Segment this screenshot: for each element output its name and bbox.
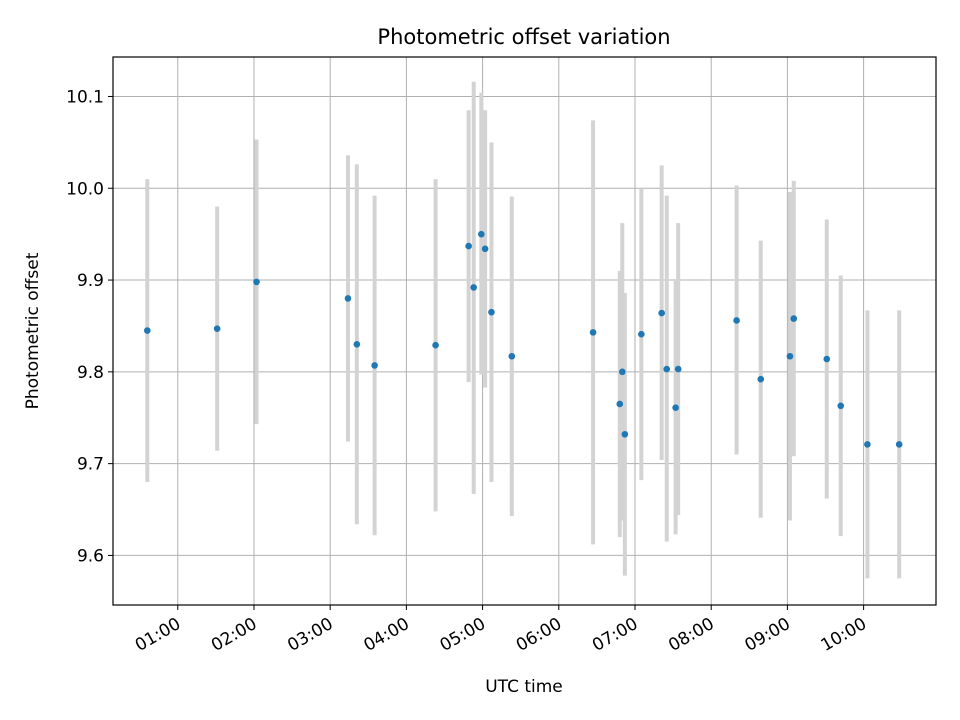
data-point: [823, 355, 831, 363]
data-point: [621, 430, 629, 438]
plot-frame: [112, 56, 937, 606]
chart-title: Photometric offset variation: [377, 25, 670, 49]
y-axis-ticks: 9.6 9.7 9.8 9.9 10.0 10.1: [66, 87, 113, 566]
y-tick-label: 10.0: [66, 179, 104, 199]
y-tick-label: 9.6: [77, 546, 104, 566]
data-point: [465, 242, 472, 250]
data-point: [143, 327, 151, 334]
y-axis-label: Photometric offset: [23, 252, 43, 409]
data-point: [757, 375, 765, 383]
data-point: [478, 230, 485, 238]
y-tick-label: 10.1: [66, 87, 104, 107]
grid-lines: [113, 57, 936, 605]
data-point: [488, 308, 495, 316]
data-point: [508, 352, 516, 360]
data-point: [371, 362, 378, 369]
data-point: [213, 325, 221, 333]
data-point: [864, 441, 871, 448]
x-axis-label: UTC time: [485, 677, 563, 697]
data-point: [589, 329, 597, 336]
data-point: [432, 341, 439, 349]
data-point: [470, 284, 477, 291]
data-point: [638, 330, 645, 338]
data-point: [790, 315, 798, 322]
data-point: [481, 245, 489, 253]
data-points: [143, 230, 903, 448]
data-point: [658, 309, 665, 317]
data-point: [837, 402, 845, 410]
y-tick-label: 9.9: [77, 271, 104, 291]
data-point: [733, 317, 740, 324]
data-point: [674, 365, 682, 373]
data-point: [672, 404, 679, 411]
data-point: [344, 295, 352, 302]
data-point: [786, 352, 794, 360]
y-tick-label: 9.7: [77, 455, 104, 475]
data-point: [618, 368, 626, 376]
data-point: [616, 400, 624, 408]
data-point: [253, 278, 260, 286]
data-point: [663, 365, 671, 373]
y-tick-label: 9.8: [77, 363, 104, 383]
data-point: [895, 441, 903, 448]
data-point: [353, 341, 361, 348]
